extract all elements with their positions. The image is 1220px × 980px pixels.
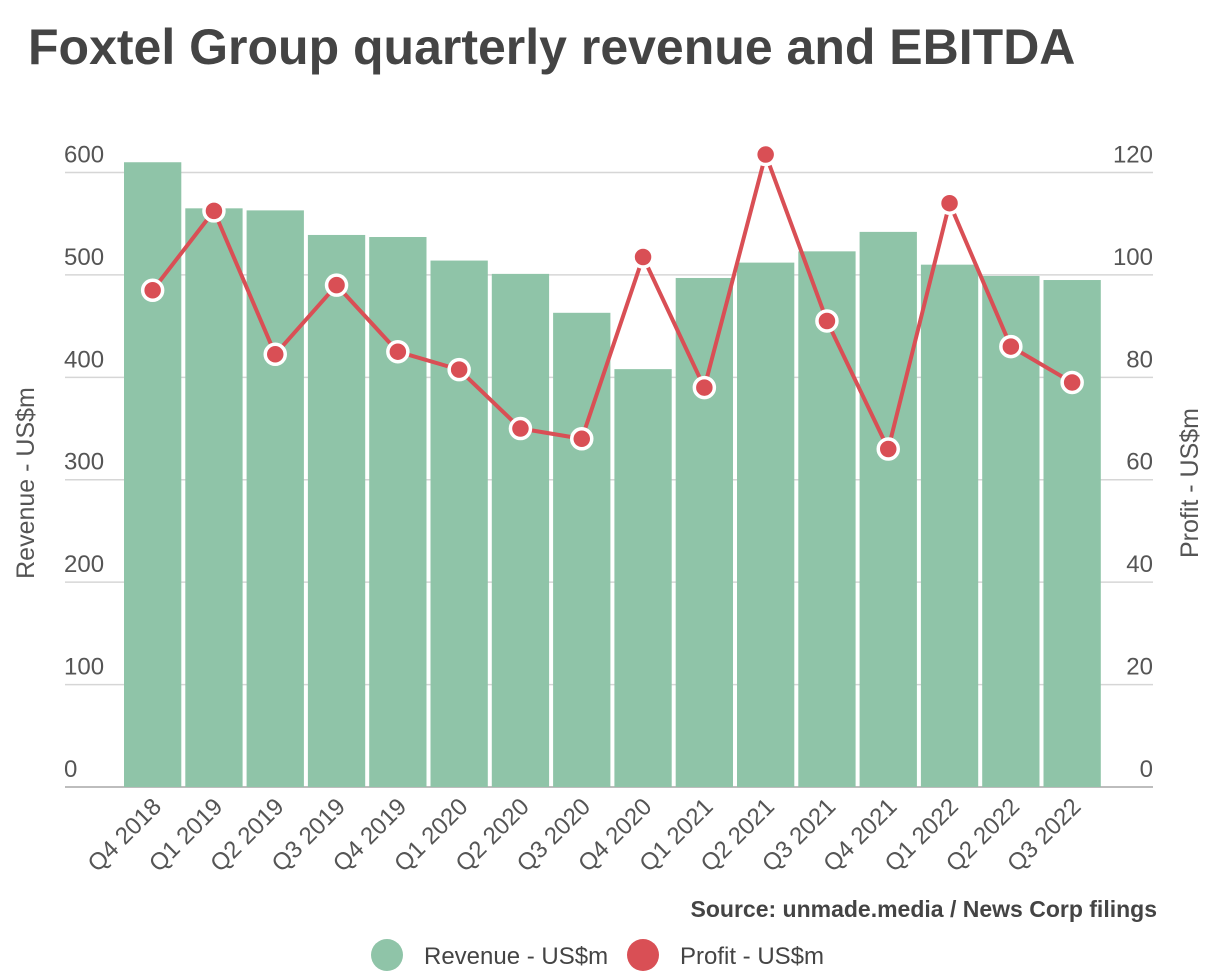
- legend: Revenue - US$m Profit - US$m: [371, 939, 824, 971]
- y-right-tick-label: 100: [1113, 244, 1153, 271]
- profit-point: [202, 199, 226, 223]
- profit-point: [263, 342, 287, 367]
- profit-point: [140, 278, 165, 303]
- profit-point: [570, 427, 594, 451]
- y-right-tick-label: 60: [1126, 449, 1153, 476]
- revenue-bar: [124, 162, 182, 787]
- profit-point: [508, 416, 533, 441]
- revenue-bar: [307, 234, 366, 788]
- y-right-tick-label: 120: [1113, 141, 1153, 168]
- profit-line-path: [151, 152, 1074, 452]
- y-left-tick-label: 500: [64, 244, 104, 271]
- profit-point: [937, 191, 962, 215]
- revenue-bar: [920, 264, 979, 788]
- y-left-tick-label: 200: [64, 551, 104, 578]
- axis-ticks: 0 100 200 300 400 500 600 0 20 40 60 80 100 120: [64, 141, 1153, 783]
- profit-point: [876, 437, 900, 461]
- y-left-tick-label: 400: [64, 346, 104, 373]
- revenue-bar: [982, 275, 1040, 787]
- y-right-tick-label: 80: [1126, 346, 1153, 373]
- y-axis-left-title: Revenue - US$m: [12, 387, 40, 579]
- y-right-tick-label: 20: [1126, 654, 1153, 681]
- legend-revenue-swatch: [371, 939, 403, 971]
- profit-point: [753, 142, 778, 167]
- chart-title: Foxtel Group quarterly revenue and EBITD…: [28, 19, 1075, 75]
- profit-point: [815, 309, 839, 333]
- revenue-bar: [737, 262, 795, 787]
- profit-point: [692, 375, 717, 400]
- y-right-tick-label: 40: [1126, 551, 1153, 578]
- y-left-tick-label: 300: [64, 449, 104, 476]
- profit-line: [140, 142, 1084, 461]
- profit-point: [1060, 370, 1084, 395]
- legend-profit-label: Profit - US$m: [680, 943, 824, 970]
- revenue-bar: [1043, 280, 1101, 787]
- revenue-bar: [798, 251, 856, 787]
- revenue-bars: [124, 162, 1101, 788]
- revenue-bar: [614, 369, 672, 787]
- revenue-bar: [369, 237, 427, 788]
- y-left-tick-label: 0: [64, 756, 77, 783]
- profit-point: [324, 273, 349, 297]
- revenue-bar: [675, 277, 733, 787]
- revenue-bar: [491, 273, 550, 787]
- profit-point: [386, 339, 410, 364]
- source-note: Source: unmade.media / News Corp filings: [691, 896, 1157, 922]
- revenue-bar: [553, 312, 611, 787]
- legend-revenue-label: Revenue - US$m: [424, 943, 608, 970]
- y-axis-right-title: Profit - US$m: [1176, 408, 1204, 558]
- revenue-bar: [859, 231, 917, 788]
- profit-point: [999, 334, 1023, 359]
- profit-point: [631, 245, 655, 269]
- legend-profit-swatch: [627, 939, 659, 971]
- revenue-bar: [185, 208, 243, 788]
- y-right-tick-label: 0: [1140, 756, 1153, 783]
- profit-point: [447, 357, 471, 382]
- revenue-bar: [246, 210, 304, 787]
- y-left-tick-label: 100: [64, 654, 104, 681]
- y-left-tick-label: 600: [64, 141, 104, 168]
- revenue-bar: [430, 260, 488, 787]
